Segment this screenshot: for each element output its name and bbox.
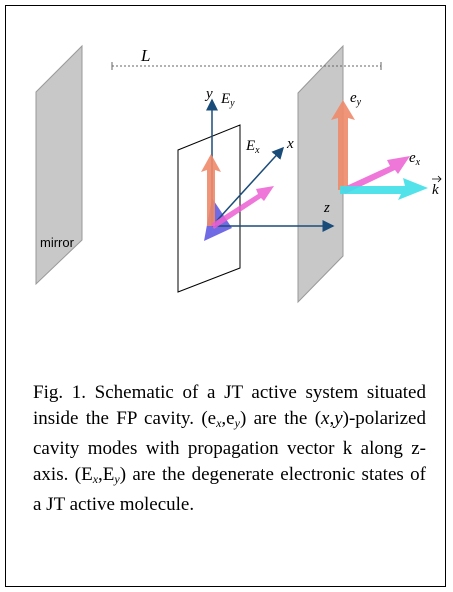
caption-text: y [334, 408, 342, 429]
ey-state-label-sub: y [229, 98, 235, 109]
page: mirror L y x z EyExeyexk Fig. 1. Schemat… [0, 0, 453, 592]
ey-mode-label: ey [350, 90, 362, 108]
ey-mode-label-sub: y [356, 97, 362, 108]
y-axis-label: y [204, 86, 213, 102]
ex-state-label: Ex [245, 138, 260, 156]
ex-state-label-sub: x [254, 145, 260, 156]
caption-text: ,E [98, 464, 114, 485]
ey-state-label-base: E [220, 91, 230, 107]
x-axis-label: x [286, 136, 294, 152]
k-arrow [340, 178, 428, 200]
mirror-label: mirror [40, 235, 75, 250]
right-mirror [298, 46, 343, 302]
ex-state-label-base: E [245, 138, 255, 154]
distance-label: L [140, 46, 150, 65]
ex-mode-label-sub: x [415, 157, 421, 168]
ex-mode-label: ex [409, 150, 421, 168]
caption-text: ) are the ( [240, 408, 321, 429]
k-label: k [432, 182, 439, 198]
caption: Fig. 1. Schematic of a JT active system … [33, 380, 426, 518]
z-axis-label: z [323, 200, 330, 216]
caption-text: ,e [221, 408, 234, 429]
ey-state-label: Ey [220, 91, 235, 109]
